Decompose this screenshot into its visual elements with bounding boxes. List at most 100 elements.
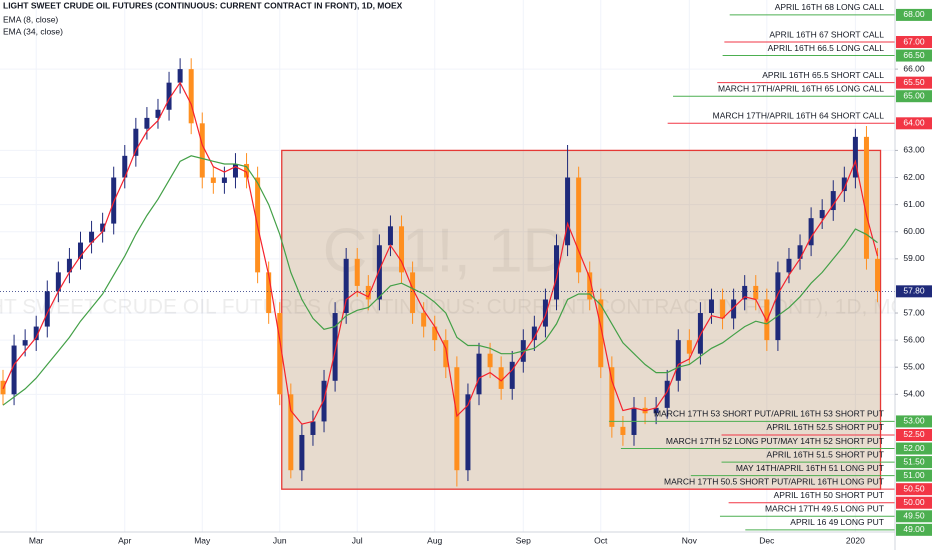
candle-body xyxy=(587,272,593,300)
annotation-text: MARCH 17TH 53 SHORT PUT/APRIL 16TH 53 SH… xyxy=(654,409,884,419)
candle-body xyxy=(144,117,150,129)
candle-body xyxy=(66,258,72,273)
candle-body xyxy=(244,163,250,178)
candle-body xyxy=(841,177,847,192)
candle-body xyxy=(55,272,61,292)
candle-body xyxy=(210,177,216,183)
candle-body xyxy=(266,272,272,314)
annotation-price-label: 64.00 xyxy=(903,118,925,128)
annotation-text: MARCH 17TH/APRIL 16TH 65 LONG CALL xyxy=(718,83,884,93)
x-tick-label: Oct xyxy=(594,535,608,545)
candle-body xyxy=(188,69,194,124)
candle-body xyxy=(33,326,39,341)
y-tick-label: 56.00 xyxy=(903,334,925,344)
candle-body xyxy=(155,109,161,118)
y-tick-label: 62.00 xyxy=(903,172,925,182)
last-price-label: 57.80 xyxy=(903,286,925,296)
candle-body xyxy=(299,434,305,471)
candle-body xyxy=(531,326,537,341)
annotation-price-box xyxy=(896,76,932,89)
candle-body xyxy=(565,177,571,246)
candle-body xyxy=(221,177,227,183)
annotation-price-box xyxy=(896,510,932,523)
candle-body xyxy=(554,245,559,300)
annotation-price-label: 51.50 xyxy=(903,456,925,466)
candle-body xyxy=(177,69,183,83)
y-tick-label: 66.00 xyxy=(903,63,925,73)
annotation-price-box xyxy=(896,496,932,509)
x-tick-label: Mar xyxy=(29,535,44,545)
ema-line xyxy=(2,155,878,406)
candle-body xyxy=(22,340,28,346)
annotation-price-label: 52.50 xyxy=(903,429,925,439)
candle-body xyxy=(863,136,869,259)
annotation-price-label: 53.00 xyxy=(903,416,925,426)
y-tick-label: 57.00 xyxy=(903,307,925,317)
candle-body xyxy=(686,340,692,354)
watermark: CL1!, 1D xyxy=(323,216,568,285)
annotation-price-label: 49.00 xyxy=(903,524,925,534)
candle-body xyxy=(742,285,748,300)
x-tick-label: Dec xyxy=(759,535,775,545)
candle-body xyxy=(797,245,803,259)
annotation-text: APRIL 16TH 65.5 SHORT CALL xyxy=(762,70,884,80)
legend-entry: EMA (34, close) xyxy=(3,26,63,36)
annotation-price-label: 50.00 xyxy=(903,497,925,507)
annotation-text: MARCH 17TH 52 LONG PUT/MAY 14TH 52 SHORT… xyxy=(666,436,884,446)
candle-body xyxy=(675,340,681,381)
y-tick-label: 55.00 xyxy=(903,361,925,371)
last-price-box xyxy=(896,285,932,298)
y-tick-label: 61.00 xyxy=(903,199,925,209)
candle-body xyxy=(653,407,659,414)
annotation-text: APRIL 16TH 68 LONG CALL xyxy=(775,2,885,12)
annotation-price-box xyxy=(896,456,932,469)
x-tick-label: May xyxy=(194,535,211,545)
candle-body xyxy=(476,353,482,395)
candle-body xyxy=(432,326,438,341)
annotation-price-box xyxy=(896,117,932,130)
annotation-price-box xyxy=(896,469,932,482)
y-tick-label: 54.00 xyxy=(903,389,925,399)
candle-body xyxy=(720,299,726,319)
candle-body xyxy=(133,128,139,156)
x-tick-label: Aug xyxy=(427,535,442,545)
candle-body xyxy=(487,353,493,368)
annotations: APRIL 16TH 68 LONG CALL APRIL 16TH 67 SHO… xyxy=(608,2,895,531)
annotation-text: APRIL 16TH 50 SHORT PUT xyxy=(774,490,884,500)
candle-body xyxy=(830,191,836,211)
candle-body xyxy=(697,313,703,354)
x-tick-label: Jul xyxy=(352,535,363,545)
annotation-text: APRIL 16TH 66.5 LONG CALL xyxy=(768,43,885,53)
annotation-text: MARCH 17TH 50.5 SHORT PUT/APRIL 16TH LON… xyxy=(664,476,884,486)
candle-body xyxy=(875,258,881,292)
annotation-price-label: 49.50 xyxy=(903,511,925,521)
candle-body xyxy=(753,285,759,300)
candle-body xyxy=(708,299,714,314)
annotation-price-label: 50.50 xyxy=(903,483,925,493)
annotation-text: APRIL 16 49 LONG PUT xyxy=(790,517,884,527)
annotation-text: MAY 14TH/APRIL 16TH 51 LONG PUT xyxy=(736,463,884,473)
candle-body xyxy=(410,272,416,314)
annotation-price-box xyxy=(896,523,932,536)
annotation-price-box xyxy=(896,36,932,49)
y-tick-label: 60.00 xyxy=(903,226,925,236)
y-tick-label: 59.00 xyxy=(903,253,925,263)
candle-body xyxy=(122,155,128,178)
candle-body xyxy=(664,380,670,408)
candle-body xyxy=(321,380,327,422)
x-tick-label: 2020 xyxy=(846,535,865,545)
annotation-price-box xyxy=(896,428,932,441)
candle-body xyxy=(399,226,405,273)
candle-body xyxy=(376,245,382,300)
annotation-price-box xyxy=(896,49,932,62)
annotation-price-box xyxy=(896,415,932,428)
x-tick-label: Jun xyxy=(273,535,287,545)
candle-body xyxy=(199,123,205,178)
x-tick-label: Apr xyxy=(118,535,131,545)
legend-entry: EMA (8, close) xyxy=(3,14,58,24)
candle-body xyxy=(598,299,604,368)
candle-body xyxy=(365,285,371,300)
annotation-price-label: 65.00 xyxy=(903,90,925,100)
candle-body xyxy=(89,231,95,243)
